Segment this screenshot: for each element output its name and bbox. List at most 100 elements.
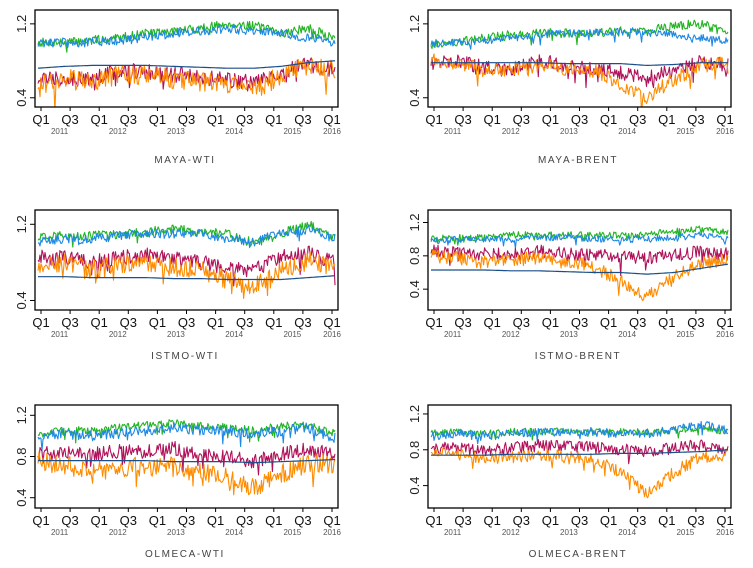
x-tick-label-olmeca-brent: Q3 [687,513,704,528]
x-tick-label-maya-brent: Q3 [513,112,530,127]
x-tick-label-istmo-wti: Q1 [207,315,224,330]
year-label-maya-wti: 2012 [109,127,127,136]
x-tick-label-istmo-brent: Q1 [716,315,733,330]
x-tick-label-istmo-wti: Q3 [61,315,78,330]
series-orange-istmo-brent [430,248,729,302]
x-tick-label-maya-brent: Q3 [571,112,588,127]
year-label-maya-brent: 2015 [676,127,694,136]
y-tick-label-olmeca-wti: 0.4 [14,489,29,507]
series-blue-olmeca-brent [430,420,729,445]
x-tick-label-maya-brent: Q3 [629,112,646,127]
x-tick-label-istmo-brent: Q1 [600,315,617,330]
series-orange-olmeca-wti [37,451,336,496]
x-tick-label-istmo-wti: Q1 [32,315,49,330]
x-tick-label-olmeca-brent: Q1 [542,513,559,528]
x-tick-label-olmeca-wti: Q1 [265,513,282,528]
series-trend-olmeca-wti [38,459,335,464]
x-tick-label-olmeca-brent: Q1 [484,513,501,528]
series-blue-olmeca-wti [37,422,336,452]
series-trend-olmeca-brent [431,449,728,456]
x-tick-label-istmo-brent: Q3 [454,315,471,330]
x-tick-label-maya-wti: Q1 [323,112,340,127]
x-tick-label-istmo-brent: Q1 [484,315,501,330]
plot-area-istmo-wti [37,220,336,299]
y-tick-label-olmeca-brent: 1.2 [407,405,422,423]
x-tick-label-istmo-brent: Q1 [658,315,675,330]
year-label-istmo-wti: 2014 [225,330,243,339]
x-tick-label-maya-brent: Q1 [600,112,617,127]
panel-maya-brent: MAYA-BRENT 0.41.2Q1 Q3 Q1 Q3 Q1 Q3 Q1 Q3 Q1 Q3 Q12… [407,9,734,166]
series-green-olmeca-brent [430,423,729,441]
x-tick-label-istmo-wti: Q3 [236,315,253,330]
year-label-maya-wti: 2016 [323,127,341,136]
year-label-olmeca-wti: 2013 [167,528,185,537]
series-blue-maya-brent [430,27,729,50]
year-label-istmo-brent: 2011 [444,330,462,339]
x-tick-label-istmo-brent: Q3 [513,315,530,330]
series-trend-maya-brent [431,62,728,67]
x-tick-label-olmeca-brent: Q1 [658,513,675,528]
y-tick-label-olmeca-wti: 0.8 [14,447,29,465]
year-label-maya-brent: 2013 [560,127,578,136]
x-tick-label-olmeca-brent: Q3 [571,513,588,528]
year-label-olmeca-brent: 2013 [560,528,578,537]
y-tick-label-olmeca-brent: 0.8 [407,441,422,459]
series-magenta-istmo-brent [430,244,729,277]
year-label-maya-brent: 2012 [502,127,520,136]
x-tick-label-istmo-wti: Q3 [178,315,195,330]
series-orange-olmeca-brent [430,446,729,499]
year-label-istmo-wti: 2013 [167,330,185,339]
panel-title-istmo-brent: ISTMO-BRENT [535,351,622,362]
x-tick-label-maya-brent: Q1 [542,112,559,127]
year-label-istmo-brent: 2015 [676,330,694,339]
panel-title-istmo-wti: ISTMO-WTI [151,351,219,362]
x-tick-label-istmo-wti: Q1 [91,315,108,330]
year-label-olmeca-brent: 2015 [676,528,694,537]
panel-olmeca-wti: OLMECA-WTI 0.4 0.8 1.2 Q1 Q3 Q1 Q3 Q1 Q3 Q1 Q3 Q1 Q3… [14,404,341,560]
year-label-maya-wti: 2011 [51,127,69,136]
plot-frame-maya-brent [427,9,732,108]
x-tick-label-maya-wti: Q3 [120,112,137,127]
series-green-maya-brent [430,19,729,50]
x-tick-label-istmo-brent: Q1 [542,315,559,330]
x-tick-label-olmeca-wti: Q3 [236,513,253,528]
y-tick-label-olmeca-wti: 1.2 [14,406,29,424]
series-orange-maya-brent [430,53,729,107]
x-tick-label-maya-brent: Q3 [454,112,471,127]
y-tick-label-maya-brent: 1.2 [407,15,422,33]
plot-area-maya-wti [37,20,336,107]
x-tick-label-olmeca-wti: Q1 [91,513,108,528]
x-tick-label-olmeca-brent: Q1 [716,513,733,528]
year-label-olmeca-wti: 2014 [225,528,243,537]
year-label-istmo-wti: 2015 [283,330,301,339]
year-label-olmeca-brent: 2014 [618,528,636,537]
year-label-maya-brent: 2016 [716,127,734,136]
panel-title-maya-wti: MAYA-WTI [154,155,215,166]
x-tick-label-maya-wti: Q3 [61,112,78,127]
panel-istmo-wti: ISTMO-WTI 0.41.2Q1 Q3 Q1 Q3 Q1 Q3 Q1 Q3 Q1 Q3 Q120… [14,209,341,362]
year-label-olmeca-wti: 2016 [323,528,341,537]
x-tick-label-maya-brent: Q1 [658,112,675,127]
plot-area-maya-brent [430,19,729,107]
x-tick-label-olmeca-wti: Q3 [178,513,195,528]
y-tick-label-olmeca-brent: 0.4 [407,477,422,495]
y-tick-label-istmo-brent: 1.2 [407,213,422,231]
year-label-istmo-brent: 2012 [502,330,520,339]
x-tick-label-maya-wti: Q1 [265,112,282,127]
series-magenta-istmo-wti [37,245,336,287]
x-tick-label-istmo-wti: Q3 [294,315,311,330]
x-tick-label-maya-brent: Q1 [716,112,733,127]
x-tick-label-olmeca-brent: Q3 [513,513,530,528]
year-label-maya-wti: 2013 [167,127,185,136]
x-tick-label-istmo-wti: Q3 [120,315,137,330]
series-trend-istmo-wti [38,275,336,281]
year-label-olmeca-wti: 2012 [109,528,127,537]
plot-frame-maya-wti [34,9,339,108]
x-tick-label-olmeca-wti: Q3 [294,513,311,528]
year-label-istmo-brent: 2013 [560,330,578,339]
y-tick-label-maya-brent: 0.4 [407,89,422,107]
x-tick-label-olmeca-wti: Q1 [32,513,49,528]
plot-area-istmo-brent [430,225,729,302]
year-label-istmo-brent: 2016 [716,330,734,339]
x-tick-label-maya-brent: Q1 [484,112,501,127]
